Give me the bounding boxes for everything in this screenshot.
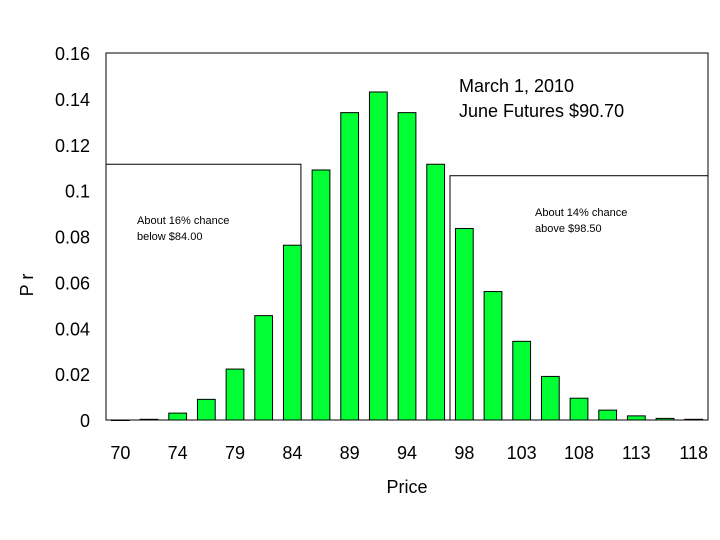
shaded-regions xyxy=(105,163,709,421)
y-tick-label: 0.16 xyxy=(55,44,90,64)
bar xyxy=(655,417,675,421)
y-tick-label: 0.14 xyxy=(55,90,90,110)
bar xyxy=(282,244,302,421)
bar xyxy=(512,340,532,421)
right-tail-annotation-line1: About 14% chance xyxy=(535,207,627,219)
bar xyxy=(598,409,618,421)
bar xyxy=(426,163,446,421)
y-tick-label: 0.06 xyxy=(55,273,90,293)
x-tick-label: 79 xyxy=(225,443,245,463)
left-tail-annotation-line1: About 16% chance xyxy=(137,215,229,227)
x-tick-label: 84 xyxy=(282,443,302,463)
x-tick-label: 98 xyxy=(454,443,474,463)
bar xyxy=(626,415,646,421)
y-tick-labels: 0 0.02 0.04 0.06 0.08 0.1 0.12 0.14 0.16 xyxy=(55,44,90,431)
y-axis-title: P r xyxy=(17,274,37,297)
bar xyxy=(368,91,388,421)
futures-price-annotation: June Futures $90.70 xyxy=(459,101,624,121)
x-tick-label: 103 xyxy=(507,443,537,463)
x-tick-label: 113 xyxy=(622,443,651,463)
bar xyxy=(340,112,360,421)
bar xyxy=(454,227,474,421)
bar xyxy=(397,112,417,421)
bar xyxy=(168,412,188,421)
bar xyxy=(254,315,274,421)
y-tick-label: 0.02 xyxy=(55,365,90,385)
x-tick-labels: 70 74 79 84 89 94 98 103 108 113 118 xyxy=(110,443,708,463)
bar xyxy=(110,419,130,421)
x-tick-label: 74 xyxy=(168,443,188,463)
x-axis-title: Price xyxy=(386,477,427,497)
bar xyxy=(569,397,589,421)
bar xyxy=(684,418,704,421)
bar xyxy=(540,375,560,421)
bar xyxy=(139,418,159,421)
x-tick-label: 118 xyxy=(679,443,708,463)
date-annotation: March 1, 2010 xyxy=(459,76,574,96)
x-tick-label: 108 xyxy=(564,443,594,463)
bar xyxy=(483,291,503,421)
x-tick-label: 94 xyxy=(397,443,417,463)
y-tick-label: 0.04 xyxy=(55,319,90,339)
y-tick-label: 0.12 xyxy=(55,136,90,156)
bar xyxy=(225,368,245,421)
x-tick-label: 70 xyxy=(110,443,130,463)
left-tail-annotation-line2: below $84.00 xyxy=(137,231,202,243)
y-tick-label: 0.1 xyxy=(65,182,90,202)
bar xyxy=(196,398,216,421)
bar xyxy=(311,169,331,421)
y-tick-label: 0.08 xyxy=(55,228,90,248)
bars xyxy=(110,91,704,421)
x-tick-label: 89 xyxy=(340,443,360,463)
right-tail-annotation-line2: above $98.50 xyxy=(535,223,602,235)
y-tick-label: 0 xyxy=(80,411,90,431)
